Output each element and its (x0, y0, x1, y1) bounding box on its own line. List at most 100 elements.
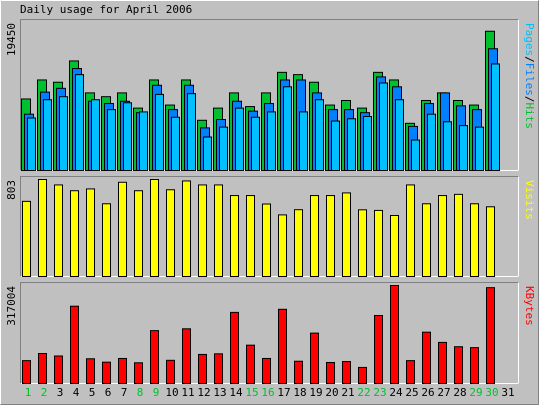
bar-visits-day-24 (390, 214, 399, 278)
x-axis-labels: 1 2 3 4 5 6 7 8 9 10 11 12 13 14 15 16 17 18 19 20 21 22 23 24 2… (25, 386, 515, 399)
bar-visits-day-20 (326, 195, 335, 278)
bar-visits-day-21 (342, 192, 351, 277)
bar-pages-day-29 (475, 126, 484, 171)
bar-kbytes-day-21 (342, 361, 351, 384)
bar-pages-day-22 (363, 115, 372, 172)
bar-kbytes-day-2 (38, 353, 47, 385)
bar-pages-day-27 (443, 121, 452, 172)
x-label-day-22: 22 (357, 386, 370, 399)
bar-visits-day-30 (486, 206, 495, 277)
x-label-day-18: 18 (293, 386, 306, 399)
bar-visits-day-9 (150, 179, 159, 277)
legend-item-hits-0: Pages (523, 23, 536, 56)
bar-pages-day-1 (27, 117, 36, 172)
bar-pages-day-15 (251, 116, 260, 172)
bar-visits-day-26 (422, 203, 431, 277)
bar-pages-day-23 (379, 82, 388, 171)
bar-pages-day-28 (459, 125, 468, 171)
x-label-day-31: 31 (501, 386, 514, 399)
bar-visits-day-16 (262, 203, 271, 277)
bar-kbytes-day-7 (118, 357, 127, 385)
bar-visits-day-10 (166, 189, 175, 277)
ymax-label-hits: 19450 (5, 23, 18, 56)
x-label-day-12: 12 (197, 386, 210, 399)
ymax-label-kbytes: 317004 (5, 286, 18, 326)
bar-pages-day-24 (395, 99, 404, 171)
bar-kbytes-day-23 (374, 314, 383, 385)
bar-visits-day-28 (454, 193, 463, 277)
chart-panels: 19450 Pages/Files/Hits 803 Visits 317004 KByt… (5, 19, 536, 385)
bar-kbytes-day-1 (22, 360, 31, 385)
bar-kbytes-day-25 (406, 360, 415, 385)
bar-kbytes-day-26 (422, 331, 431, 384)
bar-visits-day-23 (374, 209, 383, 278)
x-label-day-8: 8 (137, 386, 144, 399)
x-label-day-26: 26 (421, 386, 434, 399)
bar-kbytes-day-11 (182, 328, 191, 384)
bar-visits-day-13 (214, 184, 223, 277)
bar-kbytes-day-16 (262, 357, 271, 385)
bar-kbytes-day-20 (326, 361, 335, 384)
bar-pages-day-4 (75, 74, 84, 171)
bar-kbytes-day-9 (150, 330, 159, 385)
bar-visits-day-22 (358, 209, 367, 277)
bar-pages-day-30 (491, 63, 500, 171)
bar-kbytes-day-4 (70, 305, 79, 384)
bar-pages-day-17 (283, 86, 292, 171)
x-label-day-10: 10 (165, 386, 178, 399)
legend-item-kbytes-0: KBytes (523, 286, 536, 326)
bar-pages-day-12 (203, 136, 212, 172)
x-label-day-15: 15 (245, 386, 258, 399)
bar-pages-day-16 (267, 111, 276, 171)
legend-hits: Pages/Files/Hits (523, 23, 536, 129)
bar-visits-day-25 (406, 184, 415, 277)
bar-kbytes-day-17 (278, 308, 287, 385)
bar-visits-day-5 (86, 188, 95, 277)
panel-visits: 803 Visits (5, 176, 536, 278)
x-label-day-5: 5 (89, 386, 96, 399)
bar-visits-day-14 (230, 195, 239, 278)
x-label-day-17: 17 (277, 386, 290, 399)
bar-kbytes-day-24 (390, 285, 399, 384)
bar-pages-day-7 (123, 102, 132, 171)
ymax-label-visits: 803 (5, 180, 18, 200)
bar-visits-day-12 (198, 184, 207, 277)
x-label-day-11: 11 (181, 386, 194, 399)
bar-kbytes-day-28 (454, 346, 463, 384)
legend-item-hits-1: / (523, 56, 536, 63)
bar-visits-day-6 (102, 203, 111, 277)
bar-pages-day-19 (315, 99, 324, 171)
legend-item-hits-2: Files (523, 63, 536, 96)
legend-kbytes: KBytes (523, 286, 536, 326)
bar-kbytes-day-29 (470, 347, 479, 384)
bar-pages-day-5 (91, 99, 100, 171)
bar-visits-day-29 (470, 203, 479, 277)
bar-pages-day-9 (155, 93, 164, 171)
bar-pages-day-3 (59, 96, 68, 171)
x-label-day-23: 23 (373, 386, 386, 399)
bar-visits-day-15 (246, 195, 255, 278)
x-label-day-2: 2 (41, 386, 48, 399)
bar-kbytes-day-19 (310, 332, 319, 384)
x-label-day-30: 30 (485, 386, 498, 399)
bar-visits-day-1 (22, 200, 31, 277)
bar-visits-day-3 (54, 184, 63, 277)
chart-title: Daily usage for April 2006 (20, 3, 192, 16)
bar-kbytes-day-3 (54, 355, 63, 384)
x-label-day-16: 16 (261, 386, 274, 399)
panel-kbytes: 317004 KBytes (5, 282, 536, 385)
x-label-day-14: 14 (229, 386, 243, 399)
bar-kbytes-day-5 (86, 358, 95, 385)
x-label-day-25: 25 (405, 386, 418, 399)
x-label-day-19: 19 (309, 386, 322, 399)
bar-kbytes-day-14 (230, 311, 239, 384)
bar-pages-day-13 (219, 126, 228, 171)
bar-pages-day-8 (139, 111, 148, 171)
x-label-day-29: 29 (469, 386, 482, 399)
x-label-day-21: 21 (341, 386, 354, 399)
bar-visits-day-7 (118, 181, 127, 278)
bar-pages-day-21 (347, 118, 356, 172)
x-label-day-7: 7 (121, 386, 128, 399)
x-label-day-6: 6 (105, 386, 112, 399)
